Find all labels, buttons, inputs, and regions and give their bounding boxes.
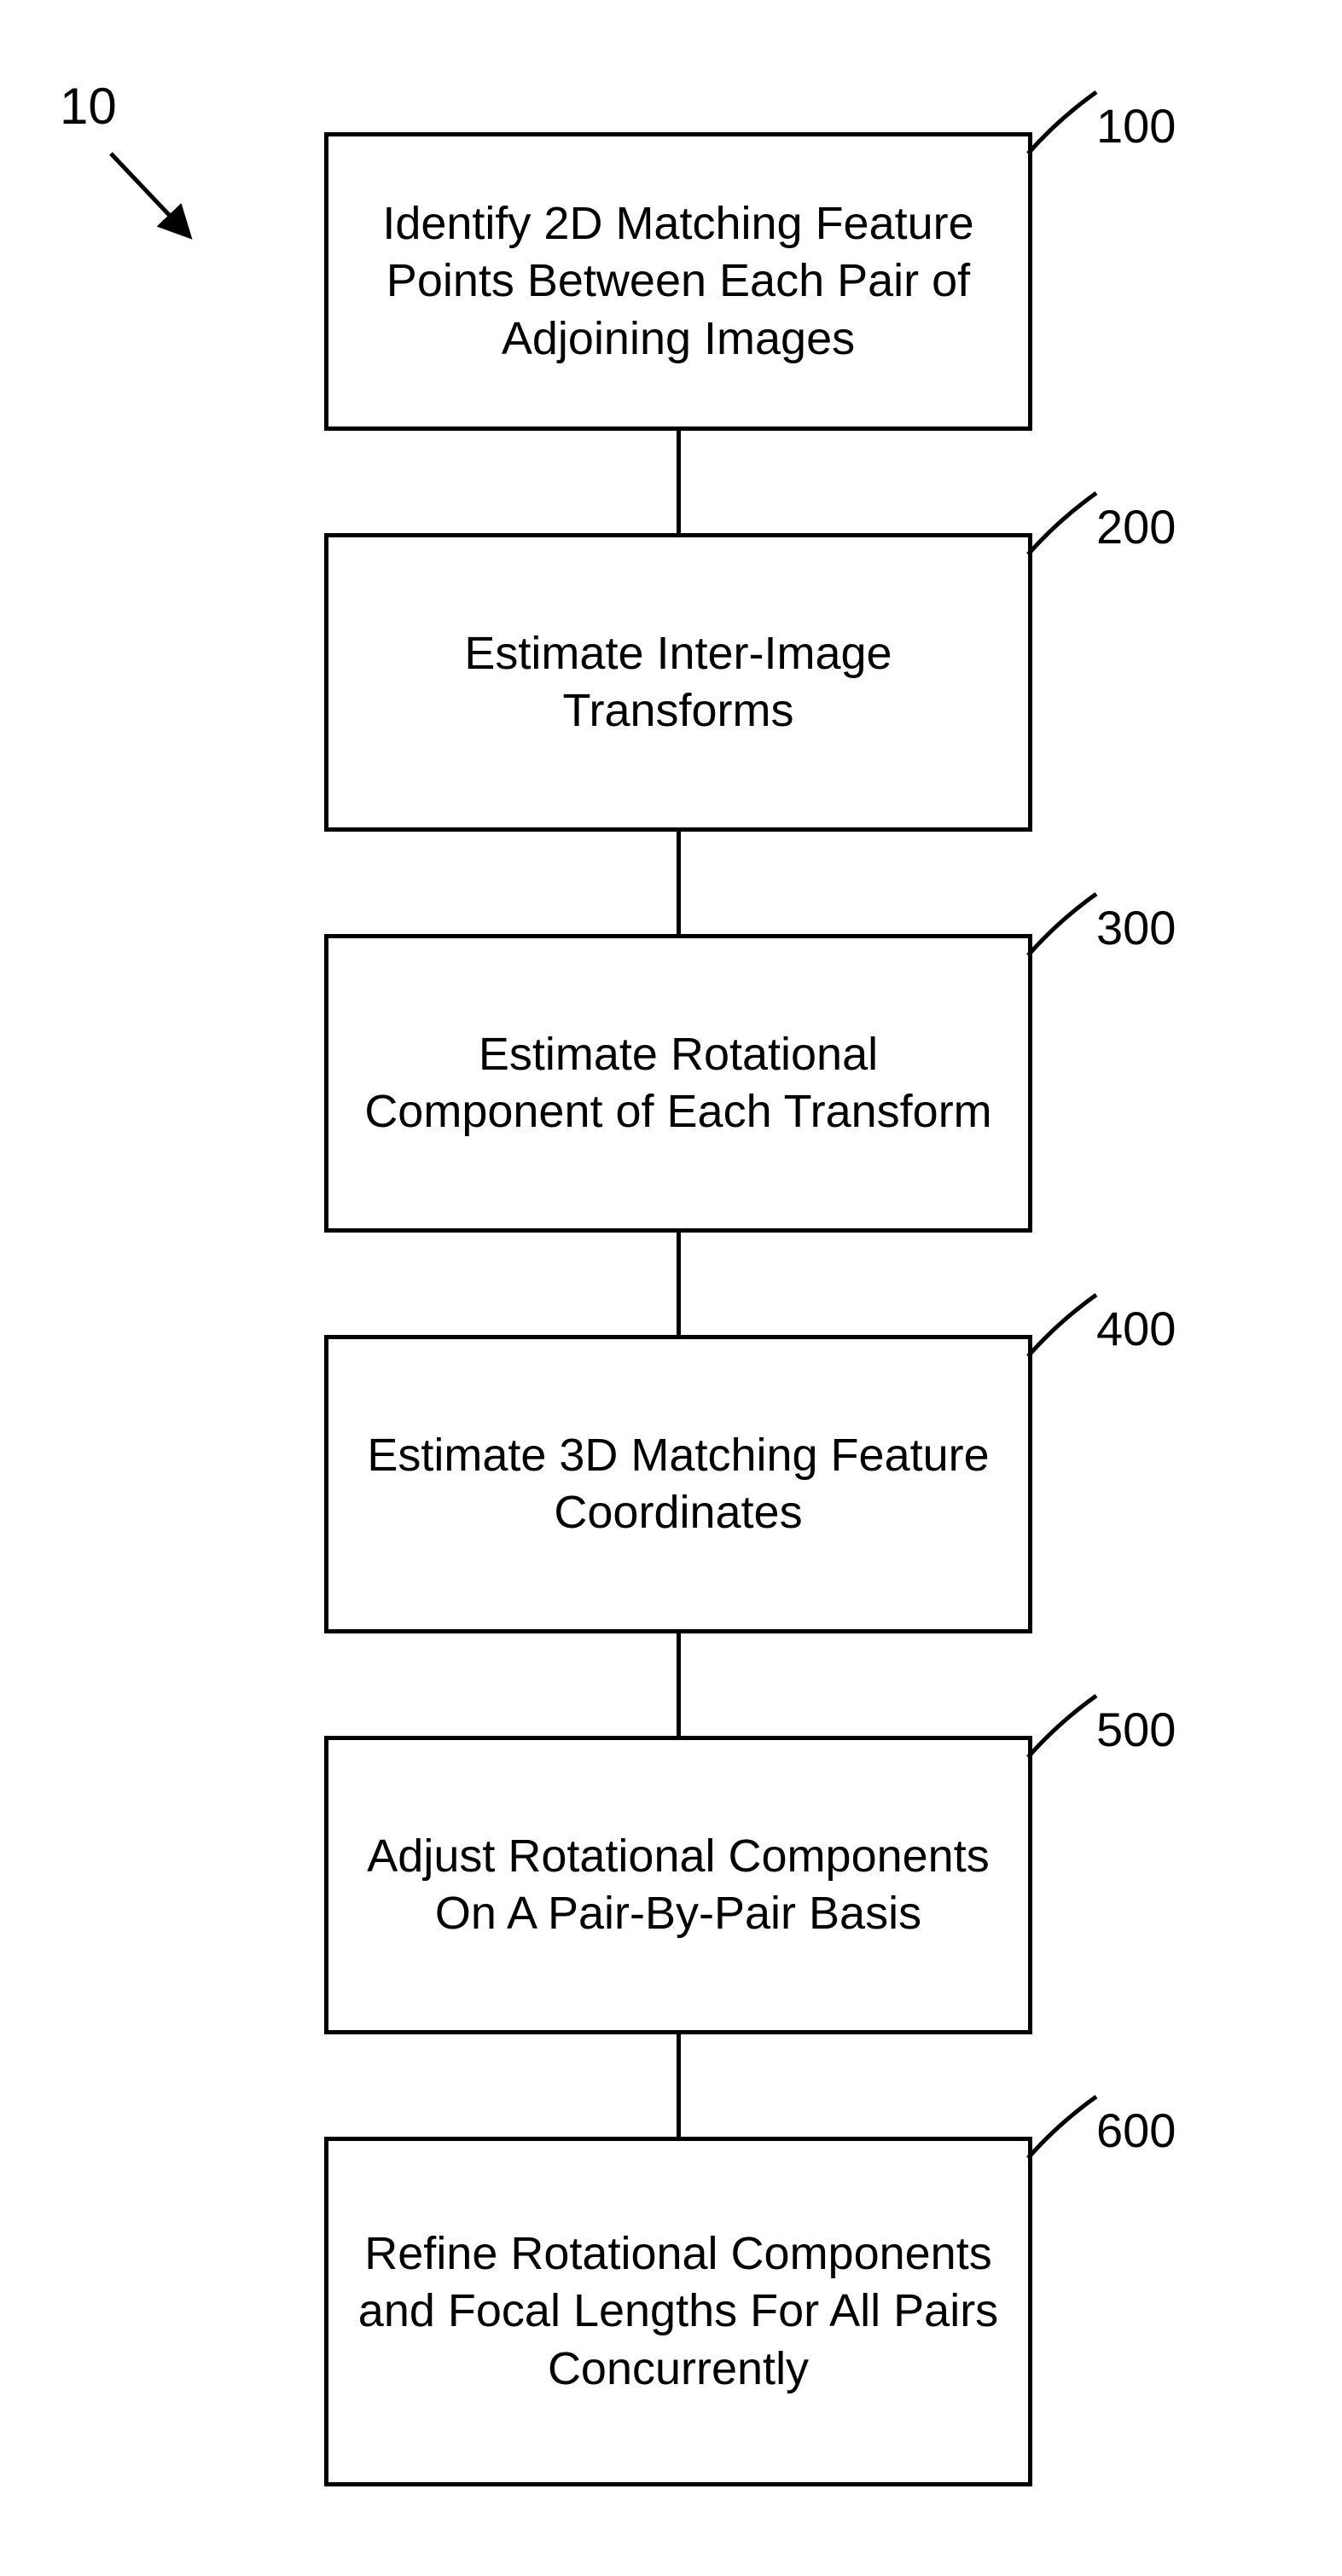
- flow-node-100: Identify 2D Matching Feature Points Betw…: [324, 132, 1032, 431]
- flow-node-text: Estimate Inter-Image Transforms: [354, 625, 1002, 740]
- connector-200-300: [677, 832, 681, 934]
- flow-node-text: Refine Rotational Components and Focal L…: [354, 2225, 1002, 2399]
- flow-node-text: Estimate 3D Matching Feature Coordinates: [354, 1427, 1002, 1542]
- flow-node-text: Adjust Rotational Components On A Pair-B…: [354, 1828, 1002, 1943]
- flow-node-500: Adjust Rotational Components On A Pair-B…: [324, 1736, 1032, 2034]
- ref-tick-600: [1024, 2090, 1118, 2167]
- connector-100-200: [677, 431, 681, 533]
- connector-400-500: [677, 1633, 681, 1736]
- ref-tick-200: [1024, 486, 1118, 563]
- flow-node-600: Refine Rotational Components and Focal L…: [324, 2137, 1032, 2486]
- figure-number-arrow: [94, 136, 205, 252]
- ref-tick-100: [1024, 85, 1118, 162]
- flowchart-diagram: 10 Identify 2D Matching Feature Points B…: [0, 0, 1342, 2576]
- ref-tick-500: [1024, 1689, 1118, 1766]
- flow-node-200: Estimate Inter-Image Transforms: [324, 533, 1032, 832]
- connector-500-600: [677, 2034, 681, 2137]
- figure-number-label: 10: [60, 77, 117, 136]
- ref-tick-300: [1024, 887, 1118, 964]
- flow-node-text: Estimate Rotational Component of Each Tr…: [354, 1026, 1002, 1141]
- ref-tick-400: [1024, 1288, 1118, 1365]
- flow-node-400: Estimate 3D Matching Feature Coordinates: [324, 1335, 1032, 1633]
- connector-300-400: [677, 1233, 681, 1335]
- flow-node-text: Identify 2D Matching Feature Points Betw…: [354, 195, 1002, 368]
- flow-node-300: Estimate Rotational Component of Each Tr…: [324, 934, 1032, 1233]
- figure-arrow-line: [111, 154, 188, 235]
